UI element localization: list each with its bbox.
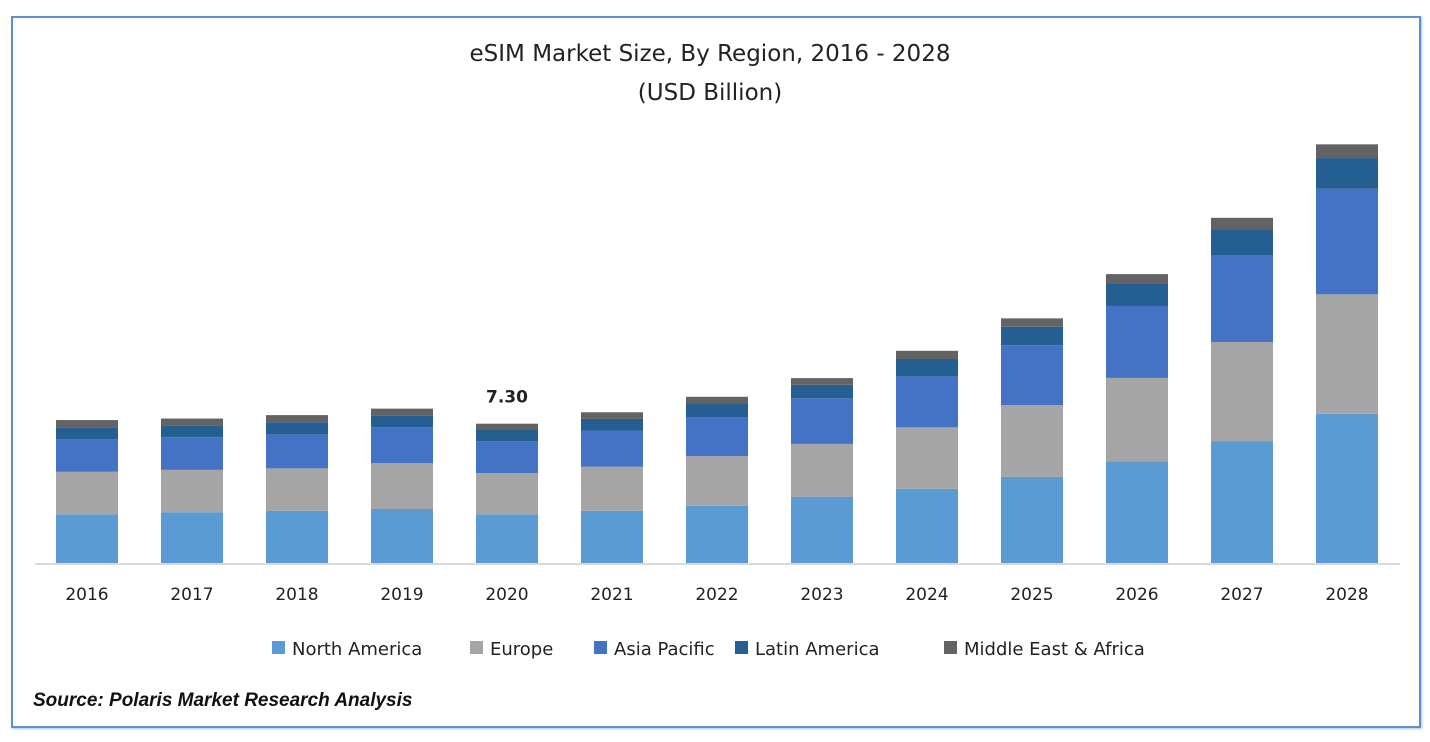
bar-segment-middle-east-africa-2021 [581, 412, 643, 419]
chart-frame [11, 16, 1421, 728]
bar-segment-latin-america-2027 [1211, 229, 1273, 256]
bar-segment-europe-2024 [896, 427, 958, 489]
legend-label: Europe [490, 639, 553, 660]
x-tick-label: 2024 [905, 585, 948, 605]
bar-segment-europe-2022 [686, 456, 748, 506]
legend-label: Asia Pacific [614, 639, 715, 660]
legend-swatch [735, 641, 748, 654]
bar-segment-middle-east-africa-2016 [56, 420, 118, 428]
legend-item: Latin America [735, 639, 880, 660]
bar-segment-europe-2018 [266, 468, 328, 511]
x-tick-label: 2026 [1115, 585, 1158, 605]
legend-swatch [594, 641, 607, 654]
bar-segment-middle-east-africa-2019 [371, 408, 433, 416]
bar-segment-north-america-2017 [161, 512, 223, 563]
bar-segment-europe-2019 [371, 463, 433, 509]
bar-segment-middle-east-africa-2027 [1211, 217, 1273, 230]
legend-swatch [470, 641, 483, 654]
legend-item: North America [272, 639, 422, 660]
chart-title: eSIM Market Size, By Region, 2016 - 2028 [470, 41, 951, 67]
bar-segment-middle-east-africa-2022 [686, 396, 748, 404]
bar-segment-europe-2023 [791, 443, 853, 497]
bar-segment-north-america-2019 [371, 508, 433, 563]
bar-segment-asia-pacific-2018 [266, 434, 328, 469]
bar-segment-middle-east-africa-2020 [476, 423, 538, 430]
bar-segment-asia-pacific-2025 [1001, 345, 1063, 406]
bar-segment-middle-east-africa-2018 [266, 415, 328, 423]
bar-segment-latin-america-2017 [161, 425, 223, 438]
bar-segment-north-america-2022 [686, 505, 748, 563]
bar-segment-europe-2025 [1001, 405, 1063, 477]
bar-segment-north-america-2026 [1106, 461, 1168, 563]
bar-segment-latin-america-2024 [896, 359, 958, 377]
legend-item: Asia Pacific [594, 639, 715, 660]
x-tick-label: 2018 [275, 585, 318, 605]
bar-segment-europe-2020 [476, 473, 538, 515]
bar-segment-asia-pacific-2027 [1211, 255, 1273, 343]
bar-segment-latin-america-2016 [56, 427, 118, 440]
bar-segment-north-america-2023 [791, 496, 853, 563]
bar-segment-north-america-2024 [896, 488, 958, 563]
x-tick-label: 2021 [590, 585, 633, 605]
bar-segment-latin-america-2019 [371, 415, 433, 428]
bar-segment-latin-america-2022 [686, 403, 748, 418]
source-note: Source: Polaris Market Research Analysis [33, 690, 413, 711]
data-label: 7.30 [486, 388, 528, 408]
x-tick-label: 2020 [485, 585, 528, 605]
bar-segment-asia-pacific-2019 [371, 427, 433, 464]
chart-subtitle: (USD Billion) [638, 80, 782, 106]
legend-label: Latin America [755, 639, 880, 660]
bar-segment-latin-america-2021 [581, 418, 643, 431]
legend-item: Europe [470, 639, 553, 660]
legend-label: Middle East & Africa [964, 639, 1145, 660]
bar-segment-middle-east-africa-2017 [161, 418, 223, 426]
bar-segment-middle-east-africa-2028 [1316, 144, 1378, 159]
bar-segment-latin-america-2026 [1106, 284, 1168, 306]
bar-segment-asia-pacific-2016 [56, 439, 118, 472]
bar-segment-latin-america-2018 [266, 422, 328, 435]
legend-swatch [944, 641, 957, 654]
x-tick-label: 2023 [800, 585, 843, 605]
bar-segment-asia-pacific-2023 [791, 398, 853, 444]
bar-segment-europe-2021 [581, 466, 643, 511]
x-tick-label: 2017 [170, 585, 213, 605]
legend-item: Middle East & Africa [944, 639, 1145, 660]
x-tick-label: 2022 [695, 585, 738, 605]
bar-segment-asia-pacific-2022 [686, 417, 748, 457]
bar-segment-latin-america-2020 [476, 429, 538, 442]
bar-segment-north-america-2027 [1211, 441, 1273, 563]
bar-segment-latin-america-2028 [1316, 158, 1378, 189]
x-tick-label: 2016 [65, 585, 108, 605]
bar-segment-middle-east-africa-2023 [791, 378, 853, 385]
legend-label: North America [292, 639, 422, 660]
bar-segment-europe-2028 [1316, 294, 1378, 414]
x-tick-label: 2019 [380, 585, 423, 605]
bar-segment-north-america-2018 [266, 510, 328, 563]
bar-segment-middle-east-africa-2025 [1001, 318, 1063, 327]
x-tick-label: 2025 [1010, 585, 1053, 605]
bar-segment-asia-pacific-2026 [1106, 305, 1168, 378]
bar-segment-asia-pacific-2028 [1316, 188, 1378, 295]
bar-segment-latin-america-2023 [791, 384, 853, 399]
bar-segment-europe-2026 [1106, 377, 1168, 462]
bar-segment-north-america-2016 [56, 514, 118, 563]
bar-segment-north-america-2021 [581, 510, 643, 563]
bar-segment-asia-pacific-2017 [161, 437, 223, 470]
bar-segment-asia-pacific-2020 [476, 441, 538, 474]
x-tick-label: 2027 [1220, 585, 1263, 605]
bar-segment-middle-east-africa-2026 [1106, 274, 1168, 285]
bar-segment-europe-2017 [161, 469, 223, 513]
bar-segment-asia-pacific-2021 [581, 430, 643, 467]
bar-segment-north-america-2020 [476, 514, 538, 563]
bar-segment-europe-2027 [1211, 342, 1273, 442]
bar-segment-europe-2016 [56, 471, 118, 515]
legend-swatch [272, 641, 285, 654]
bar-segment-north-america-2025 [1001, 476, 1063, 563]
bar-segment-middle-east-africa-2024 [896, 350, 958, 360]
bar-segment-latin-america-2025 [1001, 326, 1063, 346]
x-tick-label: 2028 [1325, 585, 1368, 605]
bar-segment-north-america-2028 [1316, 413, 1378, 563]
bar-segment-asia-pacific-2024 [896, 376, 958, 428]
